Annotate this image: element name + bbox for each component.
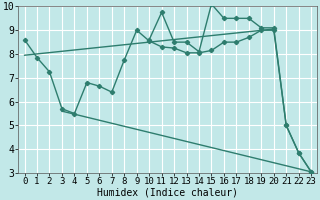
X-axis label: Humidex (Indice chaleur): Humidex (Indice chaleur) <box>97 188 238 198</box>
